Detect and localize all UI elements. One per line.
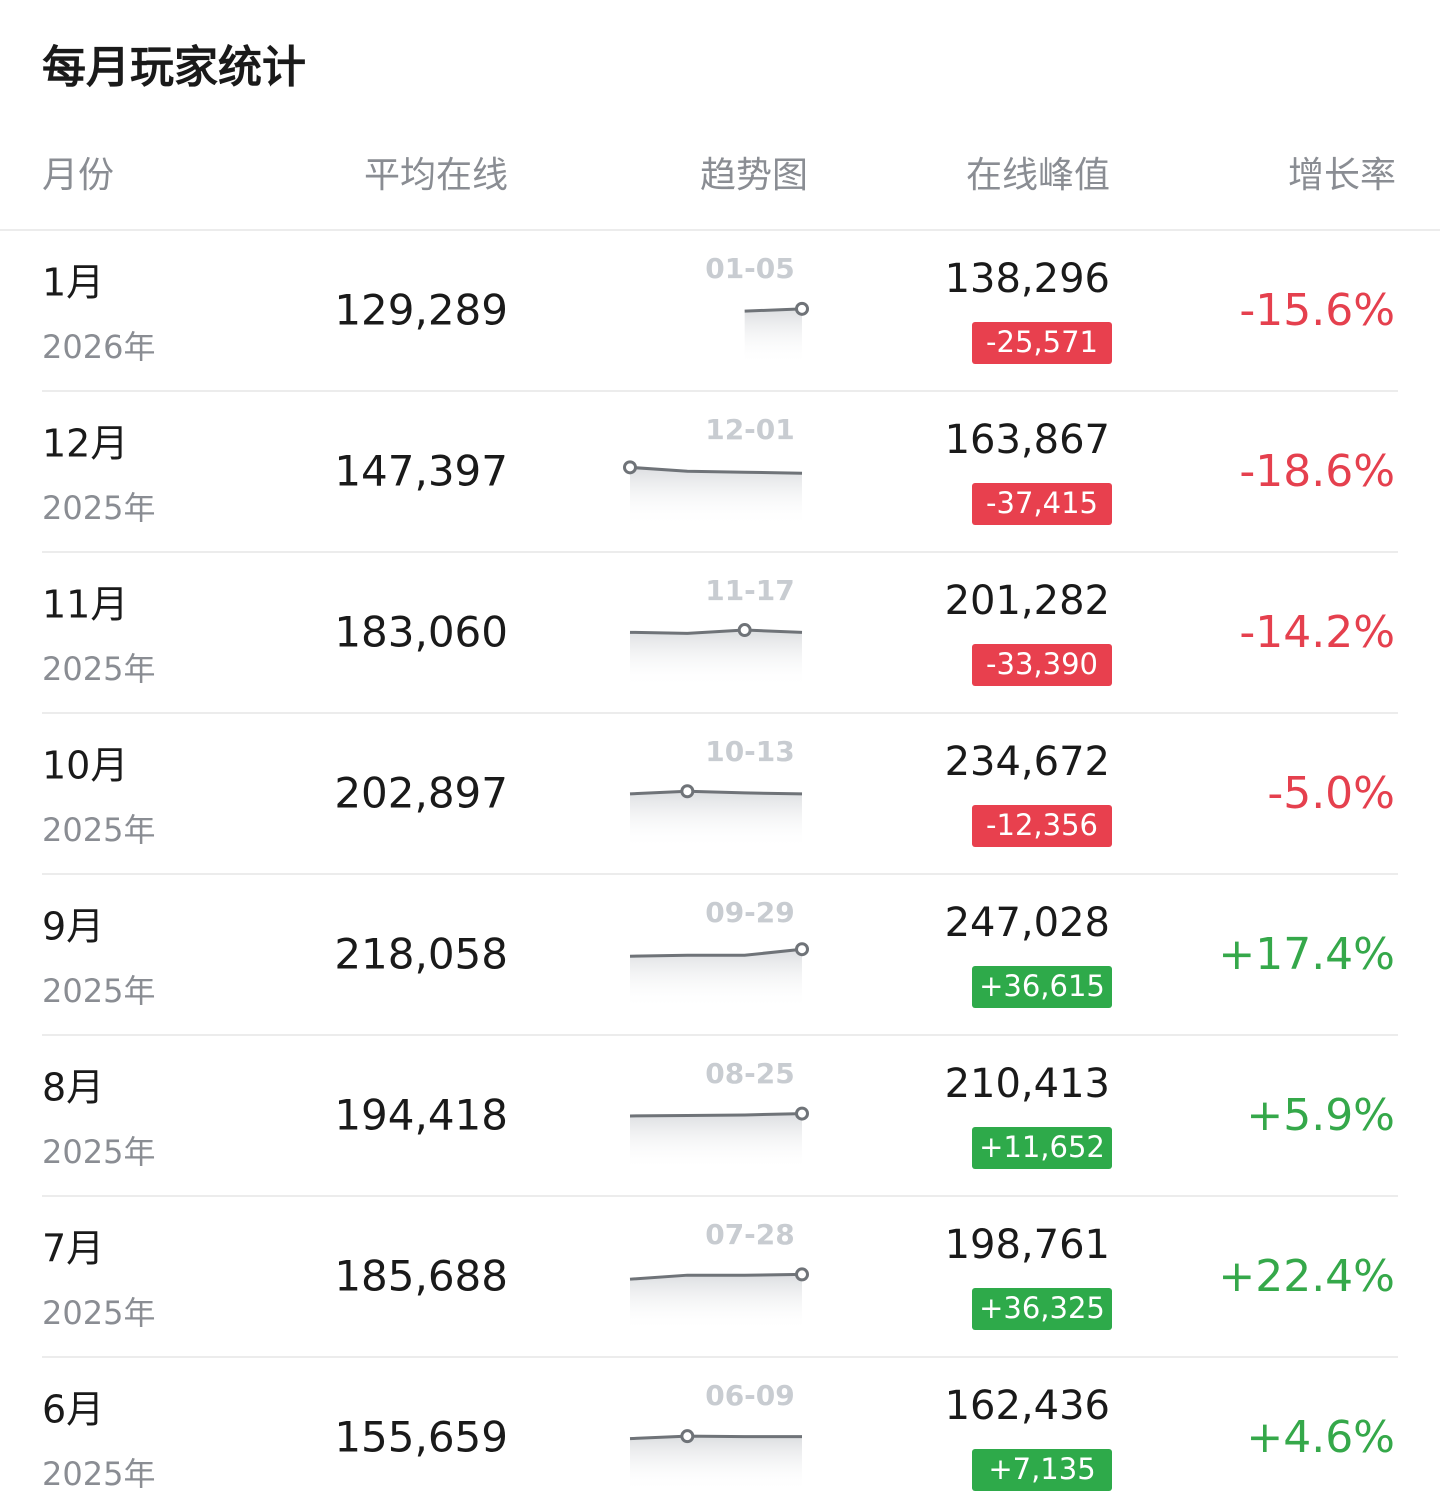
sparkline	[629, 947, 803, 958]
change-value: +11,652	[979, 1130, 1105, 1164]
peak-online: 163,867	[945, 417, 1110, 463]
growth-rate: +4.6%	[1246, 1412, 1395, 1463]
sparkline-area	[630, 1113, 802, 1170]
average-online: 183,060	[334, 608, 508, 657]
sparkline	[629, 1272, 803, 1281]
column-header: 增长率	[1288, 155, 1396, 196]
peak-online: 198,761	[945, 1222, 1110, 1268]
sparkline-peak	[795, 1267, 809, 1282]
year: 2026年	[42, 328, 155, 366]
change-value: -25,571	[986, 325, 1098, 359]
year: 2025年	[42, 1455, 155, 1493]
page-title: 每月玩家统计	[42, 42, 306, 93]
peak-online: 234,672	[945, 739, 1110, 785]
sparkline-peak	[795, 942, 809, 957]
change-badge	[972, 483, 1112, 525]
change-badge	[972, 644, 1112, 686]
growth-rate: +22.4%	[1218, 1251, 1395, 1302]
average-online: 202,897	[334, 769, 508, 818]
change-value: +36,325	[979, 1291, 1105, 1325]
sparkline-peak	[795, 301, 809, 316]
growth-rate: -14.2%	[1239, 607, 1395, 658]
sparkline-area	[630, 467, 802, 526]
year: 2025年	[42, 972, 155, 1010]
sparkline	[629, 628, 803, 635]
peak-date: 07-28	[705, 1218, 795, 1251]
sparkline	[744, 307, 803, 313]
month: 1月	[42, 261, 104, 305]
change-badge	[972, 966, 1112, 1008]
change-value: -12,356	[986, 808, 1098, 842]
average-online: 218,058	[334, 930, 508, 979]
sparkline-peak	[680, 1429, 695, 1444]
change-value: +7,135	[988, 1452, 1095, 1486]
growth-rate: +5.9%	[1246, 1090, 1395, 1141]
average-online: 194,418	[334, 1091, 508, 1140]
month: 12月	[42, 422, 128, 466]
peak-date: 06-09	[705, 1379, 795, 1412]
change-badge	[972, 1288, 1112, 1330]
growth-rate: -18.6%	[1239, 446, 1395, 497]
peak-date: 11-17	[705, 574, 795, 607]
change-value: -37,415	[986, 486, 1098, 520]
column-header: 月份	[42, 155, 114, 196]
average-online: 129,289	[334, 286, 508, 335]
sparkline-area	[630, 949, 802, 1009]
peak-online: 210,413	[945, 1061, 1110, 1107]
average-online: 185,688	[334, 1252, 508, 1301]
sparkline-area	[630, 791, 802, 848]
peak-date: 12-01	[705, 413, 795, 446]
sparkline-area	[630, 630, 802, 687]
year: 2025年	[42, 650, 155, 688]
growth-rate: +17.4%	[1218, 929, 1395, 980]
change-badge	[972, 1127, 1112, 1169]
sparkline-peak	[623, 460, 637, 475]
month: 11月	[42, 583, 128, 627]
sparkline-area	[744, 308, 802, 365]
change-badge	[972, 805, 1112, 847]
change-value: -33,390	[986, 647, 1098, 681]
peak-online: 247,028	[945, 900, 1110, 946]
growth-rate: -15.6%	[1239, 285, 1395, 336]
sparkline	[629, 1112, 803, 1118]
sparkline-area	[630, 1274, 802, 1331]
month: 7月	[42, 1227, 104, 1271]
month: 9月	[42, 905, 104, 949]
column-header: 趋势图	[700, 155, 808, 196]
sparkline	[629, 465, 803, 475]
peak-date: 10-13	[705, 735, 795, 768]
sparkline-peak	[680, 784, 695, 799]
year: 2025年	[42, 811, 155, 849]
sparkline	[629, 1434, 802, 1441]
month: 6月	[42, 1388, 104, 1432]
month: 10月	[42, 744, 128, 788]
peak-date: 09-29	[705, 896, 795, 929]
column-header: 在线峰值	[966, 155, 1110, 196]
month: 8月	[42, 1066, 104, 1110]
peak-date: 08-25	[705, 1057, 795, 1090]
sparkline-peak	[737, 623, 752, 638]
peak-online: 201,282	[945, 578, 1110, 624]
year: 2025年	[42, 489, 155, 527]
growth-rate: -5.0%	[1267, 768, 1395, 819]
year: 2025年	[42, 1133, 155, 1171]
year: 2025年	[42, 1294, 155, 1332]
change-value: +36,615	[979, 969, 1105, 1003]
sparkline-area	[630, 1436, 802, 1492]
column-header: 平均在线	[364, 155, 508, 196]
sparkline-peak	[795, 1106, 809, 1121]
sparkline	[629, 789, 803, 796]
change-badge	[972, 1449, 1112, 1491]
peak-date: 01-05	[705, 252, 795, 285]
change-badge	[972, 322, 1112, 364]
average-online: 155,659	[334, 1413, 508, 1462]
peak-online: 138,296	[945, 256, 1110, 302]
peak-online: 162,436	[945, 1383, 1110, 1429]
average-online: 147,397	[334, 447, 508, 496]
